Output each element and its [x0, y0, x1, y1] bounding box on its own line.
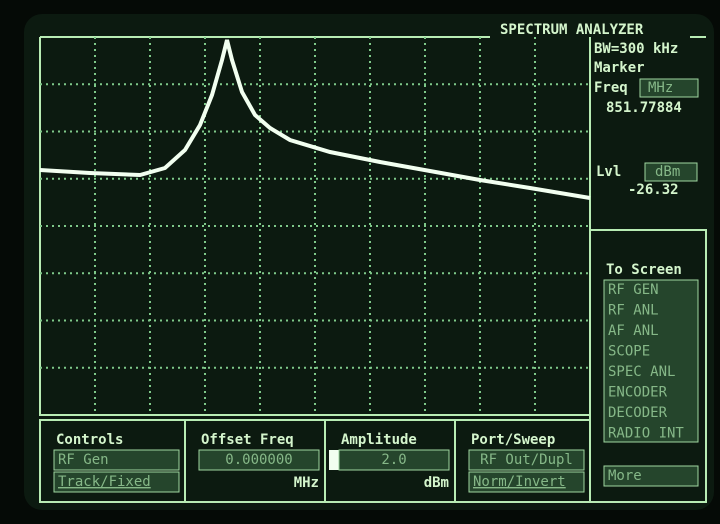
control-title: Offset Freq — [201, 432, 294, 448]
field-value[interactable]: 2.0 — [381, 452, 406, 468]
freq-unit[interactable]: MHz — [648, 80, 673, 96]
menu-item[interactable]: RF GEN — [608, 282, 659, 298]
level-unit[interactable]: dBm — [655, 164, 680, 180]
freq-value: 851.77884 — [606, 100, 682, 116]
level-label: Lvl — [596, 164, 621, 180]
control-title: Controls — [56, 432, 123, 448]
to-screen-title: To Screen — [606, 262, 682, 278]
menu-item[interactable]: DECODER — [608, 405, 668, 421]
menu-item[interactable]: SCOPE — [608, 344, 650, 360]
menu-item[interactable]: RADIO INT — [608, 426, 684, 442]
active-marker — [329, 450, 339, 470]
unit: MHz — [294, 475, 319, 491]
field-value[interactable]: 0.000000 — [225, 452, 292, 468]
option-value[interactable]: Track/Fixed — [58, 474, 151, 490]
screen-title: SPECTRUM ANALYZER — [500, 22, 644, 38]
freq-label: Freq — [594, 80, 628, 96]
option-value[interactable]: Norm/Invert — [473, 474, 566, 490]
bandwidth: BW=300 kHz — [594, 41, 678, 57]
menu-item[interactable]: AF ANL — [608, 323, 659, 339]
more-button[interactable]: More — [608, 468, 642, 484]
menu-item[interactable]: SPEC ANL — [608, 364, 675, 380]
control-title: Amplitude — [341, 432, 417, 448]
marker-label: Marker — [594, 60, 645, 76]
level-value: -26.32 — [628, 182, 679, 198]
control-title: Port/Sweep — [471, 432, 555, 448]
analyzer-screen: SPECTRUM ANALYZER BW=300 kHz Marker Freq… — [0, 0, 720, 524]
unit: dBm — [424, 475, 449, 491]
menu-item[interactable]: ENCODER — [608, 385, 668, 401]
field-value[interactable]: RF Out/Dupl — [480, 452, 573, 468]
field-value[interactable]: RF Gen — [58, 452, 109, 468]
menu-item[interactable]: RF ANL — [608, 303, 659, 319]
